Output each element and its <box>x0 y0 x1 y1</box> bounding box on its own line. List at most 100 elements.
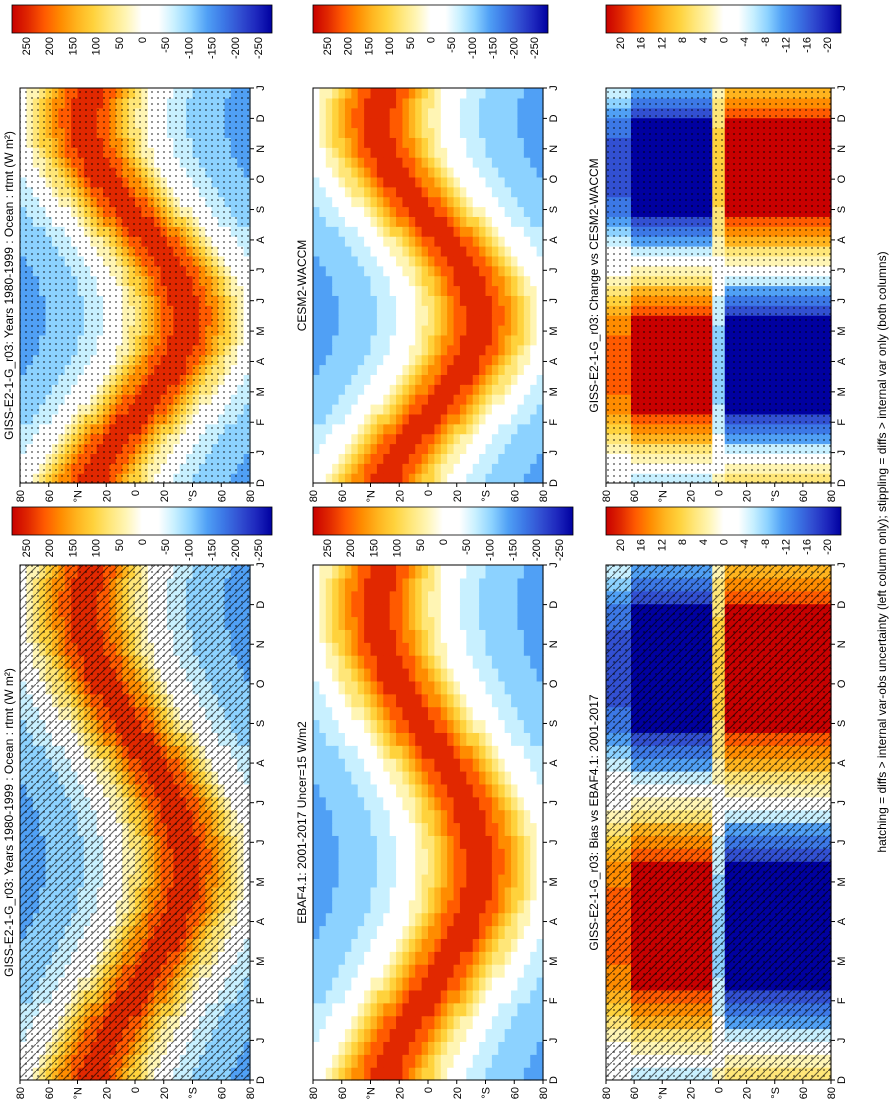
heatmap-cell <box>344 861 352 875</box>
heatmap-cell <box>421 453 429 464</box>
heatmap-cell <box>504 590 512 605</box>
heatmap-cell <box>517 771 525 785</box>
heatmap-cell <box>485 796 493 811</box>
heatmap-cell <box>313 354 320 366</box>
heatmap-cell <box>440 433 448 445</box>
heatmap-cell <box>466 771 474 785</box>
heatmap-cell <box>396 616 404 630</box>
heatmap-cell <box>351 344 359 356</box>
heatmap-cell <box>504 354 512 366</box>
heatmap-cell <box>498 874 506 888</box>
heatmap-cell <box>447 861 455 875</box>
heatmap-cell <box>536 861 544 875</box>
heatmap-cell <box>428 835 435 849</box>
heatmap-cell <box>530 413 538 425</box>
heatmap-cell <box>504 616 512 630</box>
heatmap-cell <box>351 861 359 875</box>
heatmap-cell <box>370 977 378 991</box>
heatmap-cell <box>415 616 423 630</box>
heatmap-cell <box>440 989 448 1004</box>
heatmap-cell <box>434 835 442 849</box>
heatmap-cell <box>459 771 467 785</box>
heatmap-cell <box>421 848 429 862</box>
month-tick-label: F <box>255 419 267 426</box>
heatmap-cell <box>313 899 320 914</box>
heatmap-cell <box>389 565 397 579</box>
heatmap-cell <box>364 1067 372 1081</box>
heatmap-cell <box>319 1002 327 1017</box>
heatmap-cell <box>536 354 544 366</box>
heatmap-cell <box>376 473 384 484</box>
heatmap-cell <box>408 874 416 888</box>
heatmap-cell <box>511 413 519 425</box>
heatmap-cell <box>325 809 333 824</box>
heatmap-cell <box>440 1041 448 1055</box>
heatmap-cell <box>376 1067 384 1081</box>
heatmap-cell <box>383 964 391 978</box>
heatmap-cell <box>319 680 327 695</box>
heatmap-cell <box>459 642 467 656</box>
heatmap-cell <box>504 1067 512 1081</box>
heatmap-cell <box>517 680 525 695</box>
heatmap-cell <box>370 938 378 952</box>
colorbar <box>11 4 273 34</box>
heatmap-cell <box>364 822 372 836</box>
heatmap-cell <box>408 384 416 395</box>
heatmap-cell <box>447 732 455 746</box>
heatmap-cell <box>396 463 404 474</box>
lat-tick-label: 20 <box>159 490 171 502</box>
heatmap-cell <box>428 443 435 454</box>
heatmap-cell <box>447 758 455 772</box>
heatmap-cell <box>523 1041 531 1055</box>
heatmap-cell <box>459 565 467 579</box>
heatmap-cell <box>344 886 352 901</box>
heatmap-cell <box>530 822 538 836</box>
heatmap-cell <box>472 603 480 618</box>
heatmap-cell <box>530 989 538 1004</box>
heatmap-cell <box>479 809 487 824</box>
heatmap-cell <box>408 668 416 682</box>
heatmap-cell <box>504 364 512 375</box>
heatmap-cell <box>325 899 333 914</box>
heatmap-cell <box>530 655 538 669</box>
heatmap-cell <box>453 463 461 474</box>
heatmap-cell <box>491 783 499 798</box>
heatmap-cell <box>517 1002 525 1017</box>
heatmap-cell <box>408 453 416 464</box>
heatmap-cell <box>498 680 506 695</box>
heatmap-cell <box>511 758 519 772</box>
heatmap-cell <box>447 809 455 824</box>
heatmap-cell <box>415 796 423 811</box>
heatmap-cell <box>472 642 480 656</box>
heatmap-cell <box>472 771 480 785</box>
colorbar-label: -150 <box>508 539 520 561</box>
heatmap-cell <box>351 912 359 927</box>
heatmap-cell <box>536 680 544 695</box>
lat-tick-label: °S <box>188 490 200 502</box>
heatmap-cell <box>428 590 435 605</box>
heatmap-cell <box>376 463 384 474</box>
heatmap-cell <box>453 603 461 618</box>
heatmap-cell <box>530 732 538 746</box>
heatmap-cell <box>364 680 372 695</box>
heatmap-cell <box>472 354 480 366</box>
heatmap-cell <box>453 642 461 656</box>
heatmap-cell <box>313 796 320 811</box>
heatmap-cell <box>408 354 416 366</box>
heatmap-cell <box>504 668 512 682</box>
heatmap-cell <box>313 344 320 356</box>
heatmap-cell <box>364 384 372 395</box>
heatmap-cell <box>466 443 474 454</box>
heatmap-cell <box>536 1015 544 1030</box>
heatmap-cell <box>421 384 429 395</box>
heatmap-cell <box>421 473 429 484</box>
heatmap-cell <box>440 642 448 656</box>
heatmap-cell <box>332 453 340 464</box>
heatmap-cell <box>491 706 499 721</box>
heatmap-cell <box>511 577 519 592</box>
heatmap-cell <box>440 706 448 721</box>
heatmap-cell <box>428 413 435 425</box>
month-tick-label: J <box>548 1038 560 1044</box>
heatmap-cell <box>536 989 544 1004</box>
heatmap-cell <box>530 835 538 849</box>
